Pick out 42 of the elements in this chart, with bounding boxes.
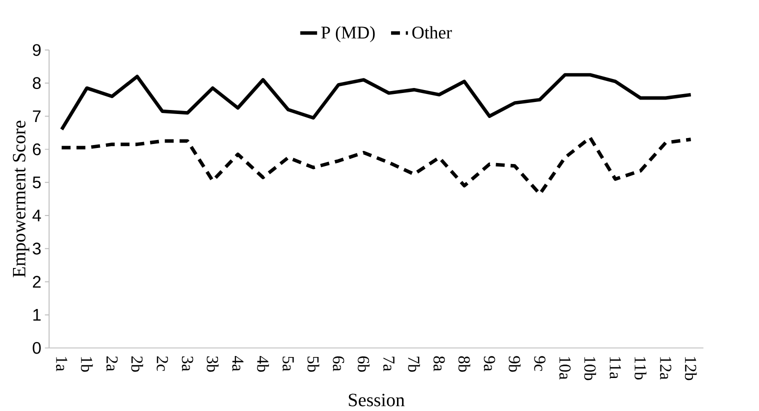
x-tick-label: 7a [383, 356, 394, 372]
legend-label: Other [412, 26, 452, 39]
line-series [60, 73, 693, 132]
y-tick-label: 1 [33, 309, 41, 321]
x-tick-label: 5a [282, 356, 294, 372]
x-tick-label: 12b [684, 357, 697, 380]
x-axis-title: Session [348, 394, 405, 406]
x-tick-label: 10b [584, 357, 596, 380]
x-tick-label: 2a [106, 356, 118, 372]
y-tick-label: 3 [32, 242, 41, 255]
x-tick-label: 1b [80, 357, 93, 372]
x-tick-label: 2b [131, 356, 144, 372]
x-tick-label: 9a [484, 356, 496, 372]
x-tick-label: 8a [434, 356, 445, 372]
x-tick-label: 4a [232, 356, 244, 372]
x-tick-label: 11b [634, 357, 646, 380]
y-tick-label: 7 [32, 110, 41, 122]
x-tick-label: 6a [332, 356, 344, 372]
y-tick-label: 9 [32, 44, 41, 56]
x-tick-label: 1a [56, 357, 68, 372]
x-tick-label: 11a [610, 357, 621, 379]
x-tick-label: 6b [358, 356, 370, 372]
x-tick-label: 9b [508, 356, 521, 372]
x-tick-label: 3a [182, 356, 194, 372]
y-tick-label: 0 [32, 342, 41, 354]
y-axis-title: Empowerment Score [12, 120, 30, 278]
legend-label: P (MD) [321, 26, 375, 42]
y-tick-label: 5 [32, 176, 41, 188]
y-tick-label: 6 [32, 143, 41, 156]
line-series [60, 136, 693, 196]
x-tick-label: 12a [660, 357, 672, 380]
x-tick-label: 9c [534, 356, 546, 371]
y-tick-label: 4 [32, 210, 41, 222]
y-tick-label: 2 [32, 276, 41, 288]
x-tick-label: 4b [257, 356, 269, 372]
x-tick-label: 5b [307, 356, 320, 372]
y-tick-label: 8 [32, 77, 41, 90]
x-tick-label: 2c [156, 356, 168, 371]
x-tick-label: 7b [408, 356, 420, 372]
x-tick-label: 10a [559, 357, 571, 380]
x-tick-label: 8b [458, 356, 470, 372]
x-tick-label: 3b [206, 356, 219, 372]
